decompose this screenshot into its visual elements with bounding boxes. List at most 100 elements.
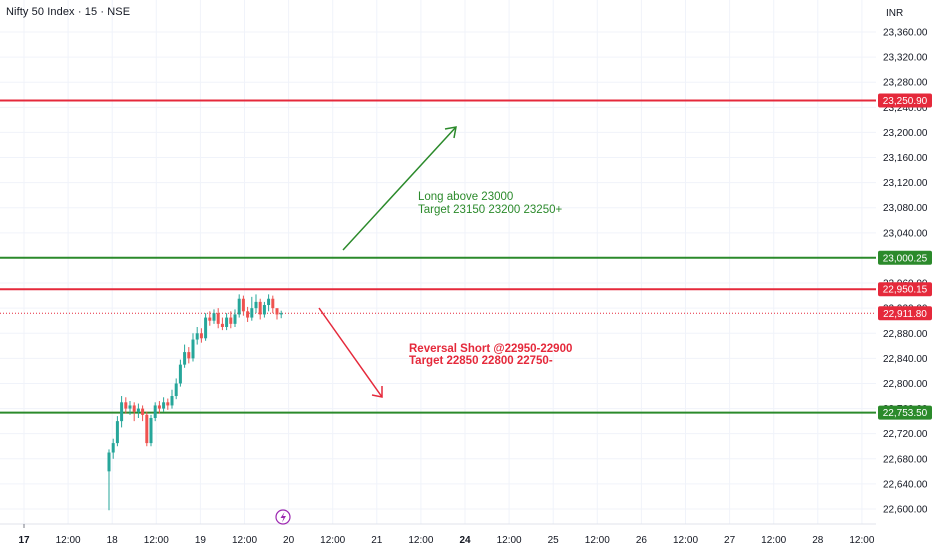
event-marker[interactable] [275, 509, 291, 525]
arrows [318, 126, 457, 398]
candle-body [187, 352, 191, 359]
price-badge [878, 405, 932, 420]
price-tick-label: 23,080.00 [883, 203, 928, 214]
time-tick-label: 27 [724, 535, 736, 546]
time-tick-label: 12:00 [232, 535, 257, 546]
time-tick-label: 17 [18, 535, 30, 546]
candle-body [267, 298, 271, 306]
price-tick-label: 22,600.00 [883, 505, 928, 516]
time-tick-label: 25 [548, 535, 560, 546]
candle-body [183, 352, 187, 365]
candle-body [153, 405, 157, 418]
price-tick-label: 22,640.00 [883, 479, 928, 490]
time-tick-label: 12:00 [585, 535, 610, 546]
candle-body [258, 301, 262, 315]
time-tick-label: 21 [371, 535, 383, 546]
candle-body [208, 317, 212, 321]
time-tick-label: 28 [812, 535, 824, 546]
price-tick-label: 22,880.00 [883, 329, 928, 340]
candle-body [279, 313, 283, 315]
price-badge-label: 23,000.25 [883, 253, 928, 264]
short-arrowhead [371, 386, 383, 398]
candle-body [124, 402, 128, 409]
candle-body [157, 405, 161, 409]
candle-body [275, 308, 279, 315]
time-tick-label: 20 [283, 535, 295, 546]
time-tick-label: 12:00 [497, 535, 522, 546]
price-badge-label: 22,753.50 [883, 408, 928, 419]
price-tick-label: 22,680.00 [883, 454, 928, 465]
candle-body [141, 408, 145, 415]
lightning-bolt [280, 512, 286, 523]
time-tick-label: 12:00 [849, 535, 874, 546]
candle-body [115, 421, 119, 444]
candle-body [212, 313, 216, 321]
price-tick-label: 23,120.00 [883, 178, 928, 189]
time-tick-label: 19 [195, 535, 207, 546]
price-badge [878, 250, 932, 265]
time-tick-label: 12:00 [673, 535, 698, 546]
candle-body [204, 317, 208, 339]
candles [107, 294, 283, 511]
price-tick-label: 23,240.00 [883, 103, 928, 114]
price-badge-label: 23,250.90 [883, 96, 928, 107]
price-tick-label: 23,160.00 [883, 153, 928, 164]
short-arrow [318, 307, 383, 398]
levels [0, 99, 876, 414]
candle-body [254, 301, 258, 309]
candle-body [111, 443, 115, 453]
candle-body [107, 452, 111, 472]
candle-body [262, 305, 266, 315]
price-badges: 23,250.90 23,000.25 22,950.15 22,911.80 22,7… [878, 93, 932, 420]
price-tick-label: 23,200.00 [883, 128, 928, 139]
price-badge [878, 282, 932, 297]
candle-body [216, 313, 220, 324]
short-annotation-line2: Target 22850 22800 22750- [409, 355, 553, 367]
candle-body [225, 317, 229, 327]
candle-body [191, 339, 195, 359]
long-arrow [342, 126, 457, 251]
price-tick-label: 22,720.00 [883, 429, 928, 440]
candle-body [145, 414, 149, 444]
time-tick-label: 12:00 [761, 535, 786, 546]
candle-body [174, 383, 178, 397]
candle-body [178, 364, 182, 384]
candle-body [220, 323, 224, 327]
symbol-title[interactable]: Nifty 50 Index · 15 · NSE [6, 6, 131, 18]
annotations: Long above 23000 Target 23150 23200 2325… [409, 191, 572, 367]
price-tick-label: 22,840.00 [883, 354, 928, 365]
candle-body [120, 402, 124, 422]
currency-label[interactable]: INR [886, 8, 904, 19]
candle-body [233, 314, 237, 324]
price-tick-label: 23,320.00 [883, 53, 928, 64]
price-badge-label: 22,911.80 [883, 309, 927, 320]
time-tick-label: 12:00 [144, 535, 169, 546]
time-tick-label: 12:00 [56, 535, 81, 546]
time-tick-label: 26 [636, 535, 648, 546]
price-badge-label: 22,950.15 [883, 285, 928, 296]
candle-body [136, 408, 140, 412]
candle-body [250, 308, 254, 318]
time-tick-label: 12:00 [408, 535, 433, 546]
price-badge [878, 306, 932, 321]
candle-body [128, 405, 132, 409]
long-annotation-line1: Long above 23000 [418, 191, 513, 203]
long-arrowhead [444, 126, 457, 139]
candle-body [241, 298, 245, 312]
candle-body [162, 402, 166, 409]
time-tick-label: 18 [107, 535, 119, 546]
candle-body [195, 333, 199, 340]
price-tick-label: 23,040.00 [883, 228, 928, 239]
price-tick-label: 23,360.00 [883, 28, 928, 39]
price-badge [878, 93, 932, 108]
time-labels: 17 12:00 18 12:00 19 12:00 20 12:00 21 12:00 24 12:… [18, 524, 875, 546]
candle-body [229, 317, 233, 324]
time-tick-label: 12:00 [320, 535, 345, 546]
price-tick-label: 22,800.00 [883, 379, 928, 390]
candle-body [170, 396, 174, 406]
long-annotation-line2: Target 23150 23200 23250+ [418, 204, 562, 216]
candle-body [199, 333, 203, 339]
time-tick-label: 24 [459, 535, 471, 546]
